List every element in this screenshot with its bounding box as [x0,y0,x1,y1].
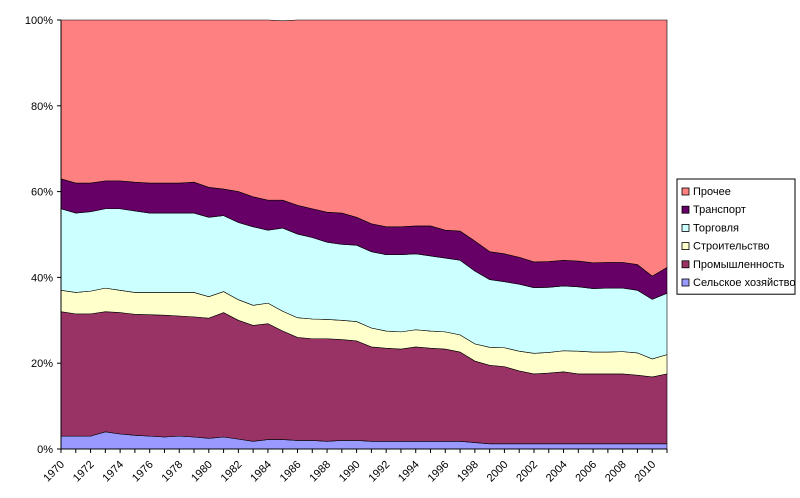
x-tick-label: 2010 [633,459,659,485]
legend-swatch [681,223,690,232]
legend-label: Сельское хозяйство [693,277,795,289]
x-tick-label: 1974 [100,459,126,485]
x-tick-label: 1986 [278,459,304,485]
x-tick-label: 1980 [189,459,215,485]
x-tick-label: 2008 [603,459,629,485]
chart-axes [60,20,667,450]
legend-label: Транспорт [693,204,746,216]
x-tick-label: 1984 [248,459,274,485]
legend-swatch [681,278,690,287]
legend-swatch [681,242,690,251]
x-tick-label: 2000 [485,459,511,485]
x-tick-label: 1978 [160,459,186,485]
x-tick-label: 1982 [219,459,245,485]
x-axis-ticks: 1970 1972 1974 1976 1978 1980 1982 1984 1986 1988… [41,449,668,485]
legend-box [676,178,796,295]
x-tick-label: 1970 [41,459,67,485]
legend-swatch [681,205,690,214]
x-tick-label: 1994 [396,459,422,485]
y-tick-label: 0% [37,444,53,456]
series-areas [60,19,668,450]
x-tick-label: 2004 [544,459,570,485]
x-tick-label: 1992 [366,459,392,485]
y-tick-label: 80% [31,101,53,113]
x-tick-label: 2002 [514,459,540,485]
legend-swatch [681,260,690,269]
y-tick-label: 20% [31,358,53,370]
y-tick-label: 60% [31,187,53,199]
legend-label: Прочее [693,186,731,198]
x-tick-label: 2006 [573,459,599,485]
x-tick-label: 1972 [71,459,97,485]
legend-swatch [681,187,690,196]
legend-label: Торговля [693,222,739,234]
series-area-5 [60,19,668,277]
x-tick-label: 1976 [130,459,156,485]
legend-label: Строительство [693,241,770,253]
x-tick-label: 1990 [337,459,363,485]
y-tick-label: 40% [31,272,53,284]
y-tick-label: 100% [25,15,53,27]
legend-label: Промышленность [693,259,785,271]
y-axis-ticks: 0% 20% 40% 60% 80% 100% [25,15,61,456]
x-tick-label: 1996 [426,459,452,485]
x-tick-label: 1988 [307,459,333,485]
chart-legend: Прочее Транспорт Торговля Строительство Пром… [676,178,796,295]
x-tick-label: 1998 [455,459,481,485]
